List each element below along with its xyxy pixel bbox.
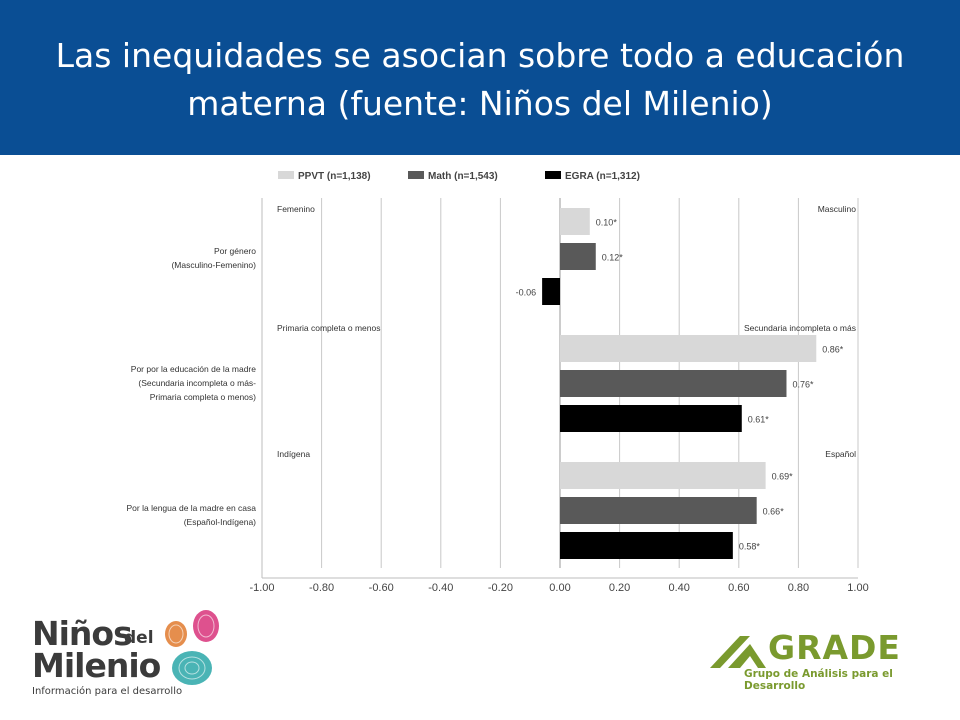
data-label: 0.12* xyxy=(602,253,624,263)
legend-swatch xyxy=(278,171,294,179)
data-label: 0.66* xyxy=(763,507,785,517)
ninos-logo-tagline: Información para el desarrollo xyxy=(32,686,183,697)
ninos-logo-del: del xyxy=(124,628,154,648)
bar xyxy=(560,462,766,489)
data-label: 0.69* xyxy=(772,472,794,482)
data-label: 0.86* xyxy=(822,345,844,355)
grade-logo-word: GRADE xyxy=(768,628,901,667)
category-label: Por género xyxy=(214,246,256,256)
bar xyxy=(560,208,590,235)
data-label: 0.76* xyxy=(792,380,814,390)
grade-logo-subtitle: Grupo de Análisis para el Desarrollo xyxy=(744,668,893,692)
bar xyxy=(560,335,817,362)
x-tick-label: -0.80 xyxy=(309,582,334,594)
category-label: (Secundaria incompleta o más- xyxy=(138,378,256,388)
legend-label: EGRA (n=1,312) xyxy=(565,171,640,182)
x-tick-label: 1.00 xyxy=(847,582,868,594)
bar xyxy=(560,243,596,270)
legend-swatch xyxy=(408,171,424,179)
legend-label: Math (n=1,543) xyxy=(428,171,498,182)
category-label: Por la lengua de la madre en casa xyxy=(127,503,257,513)
bar xyxy=(560,370,787,397)
slide-title: Las inequidades se asocian sobre todo a … xyxy=(55,36,905,123)
ninos-del-milenio-logo: Niños del Milenio Información para el de… xyxy=(28,610,228,702)
fingerprint-icon xyxy=(165,610,219,685)
group-right-label: Masculino xyxy=(818,204,857,214)
legend-swatch xyxy=(545,171,561,179)
x-tick-label: -0.60 xyxy=(369,582,394,594)
ninos-logo-milenio: Milenio xyxy=(32,646,161,685)
group-left-label: Indígena xyxy=(277,449,310,459)
bar xyxy=(542,278,560,305)
data-label: 0.58* xyxy=(739,542,761,552)
x-tick-label: -1.00 xyxy=(249,582,274,594)
bar xyxy=(560,497,757,524)
data-label: 0.10* xyxy=(596,218,618,228)
category-label: (Español-Indígena) xyxy=(184,517,256,527)
group-right-label: Español xyxy=(825,449,856,459)
x-tick-label: -0.20 xyxy=(488,582,513,594)
grade-logo: GRADE Grupo de Análisis para el Desarrol… xyxy=(706,628,936,692)
x-tick-label: 0.40 xyxy=(668,582,689,594)
bar xyxy=(560,532,733,559)
category-label: Primaria completa o menos) xyxy=(150,392,256,402)
x-tick-label: 0.60 xyxy=(728,582,749,594)
category-label: Por por la educación de la madre xyxy=(131,364,256,374)
ninos-logo-word: Niños xyxy=(32,614,133,653)
title-banner: Las inequidades se asocian sobre todo a … xyxy=(0,0,960,155)
bar xyxy=(560,405,742,432)
category-label: (Masculino-Femenino) xyxy=(171,260,256,270)
group-right-label: Secundaria incompleta o más xyxy=(744,323,856,333)
x-tick-label: 0.20 xyxy=(609,582,630,594)
x-tick-label: 0.00 xyxy=(549,582,570,594)
data-label: 0.61* xyxy=(748,415,770,425)
x-tick-label: 0.80 xyxy=(788,582,809,594)
legend-label: PPVT (n=1,138) xyxy=(298,171,371,182)
data-label: -0.06 xyxy=(516,288,537,298)
group-left-label: Primaria completa o menos xyxy=(277,323,380,333)
x-tick-label: -0.40 xyxy=(428,582,453,594)
group-left-label: Femenino xyxy=(277,204,315,214)
grade-triangle-icon xyxy=(710,636,766,668)
